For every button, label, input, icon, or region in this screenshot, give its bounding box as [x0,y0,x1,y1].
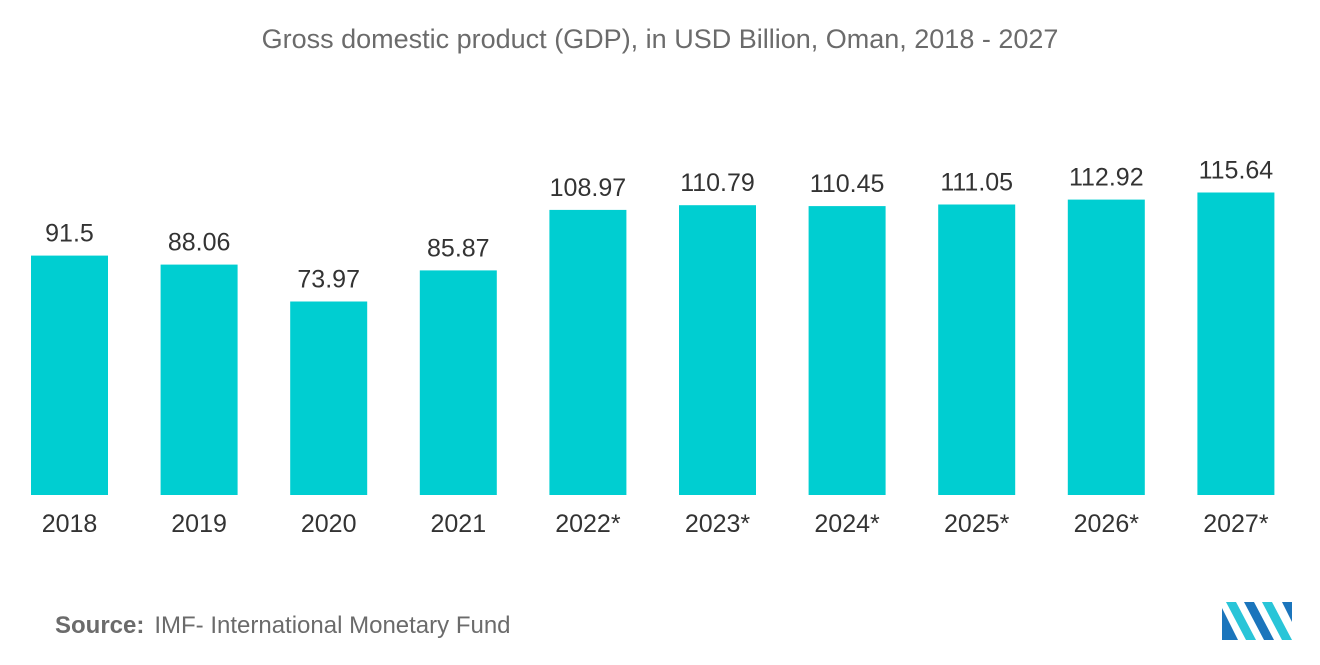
mordor-intelligence-logo-icon [1222,602,1292,640]
source-note: Source: IMF- International Monetary Fund [55,612,511,640]
value-label-2023*: 110.79 [680,169,755,197]
category-label-2022*: 2022* [555,510,621,538]
value-label-2021: 85.87 [427,234,490,262]
category-label-2024*: 2024* [814,510,880,538]
bar-2020 [290,301,368,495]
value-label-2022*: 108.97 [550,174,626,202]
chart-title: Gross domestic product (GDP), in USD Bil… [261,24,1059,54]
bar-2018 [31,255,108,495]
bars-group [31,192,1275,495]
value-label-2027*: 115.64 [1199,157,1274,185]
bar-2022* [549,209,627,495]
source-text: IMF- International Monetary Fund [154,612,511,639]
value-label-2024*: 110.45 [810,170,885,198]
value-label-2019: 88.06 [168,229,231,257]
category-label-2021: 2021 [430,510,486,538]
value-label-2025*: 111.05 [940,169,1013,197]
category-label-2025*: 2025* [944,510,1010,538]
category-label-2026*: 2026* [1074,510,1140,538]
category-label-2020: 2020 [301,510,357,538]
source-label: Source: [55,612,145,639]
category-label-2019: 2019 [171,510,227,538]
value-label-2018: 91.5 [45,220,94,248]
bar-chart: 91.5 88.06 73.97 85.87 108.97 110.79 110.45 111… [31,157,1275,538]
value-label-2020: 73.97 [297,266,360,294]
bar-2026* [1067,199,1145,495]
bar-2023* [679,205,756,495]
bar-2021 [419,270,497,495]
category-label-2023*: 2023* [685,510,751,538]
category-label-2018: 2018 [42,510,98,538]
bar-2024* [808,206,886,495]
bar-2027* [1197,192,1275,495]
bar-2025* [938,204,1016,495]
category-labels-group: 2018 2019 2020 2021 2022* 2023* 2024* 2025* 2026… [42,510,1269,538]
value-label-2026*: 112.92 [1069,164,1144,192]
value-labels-group: 91.5 88.06 73.97 85.87 108.97 110.79 110.45 111… [45,157,1273,294]
bar-2019 [160,264,238,495]
category-label-2027*: 2027* [1203,510,1269,538]
